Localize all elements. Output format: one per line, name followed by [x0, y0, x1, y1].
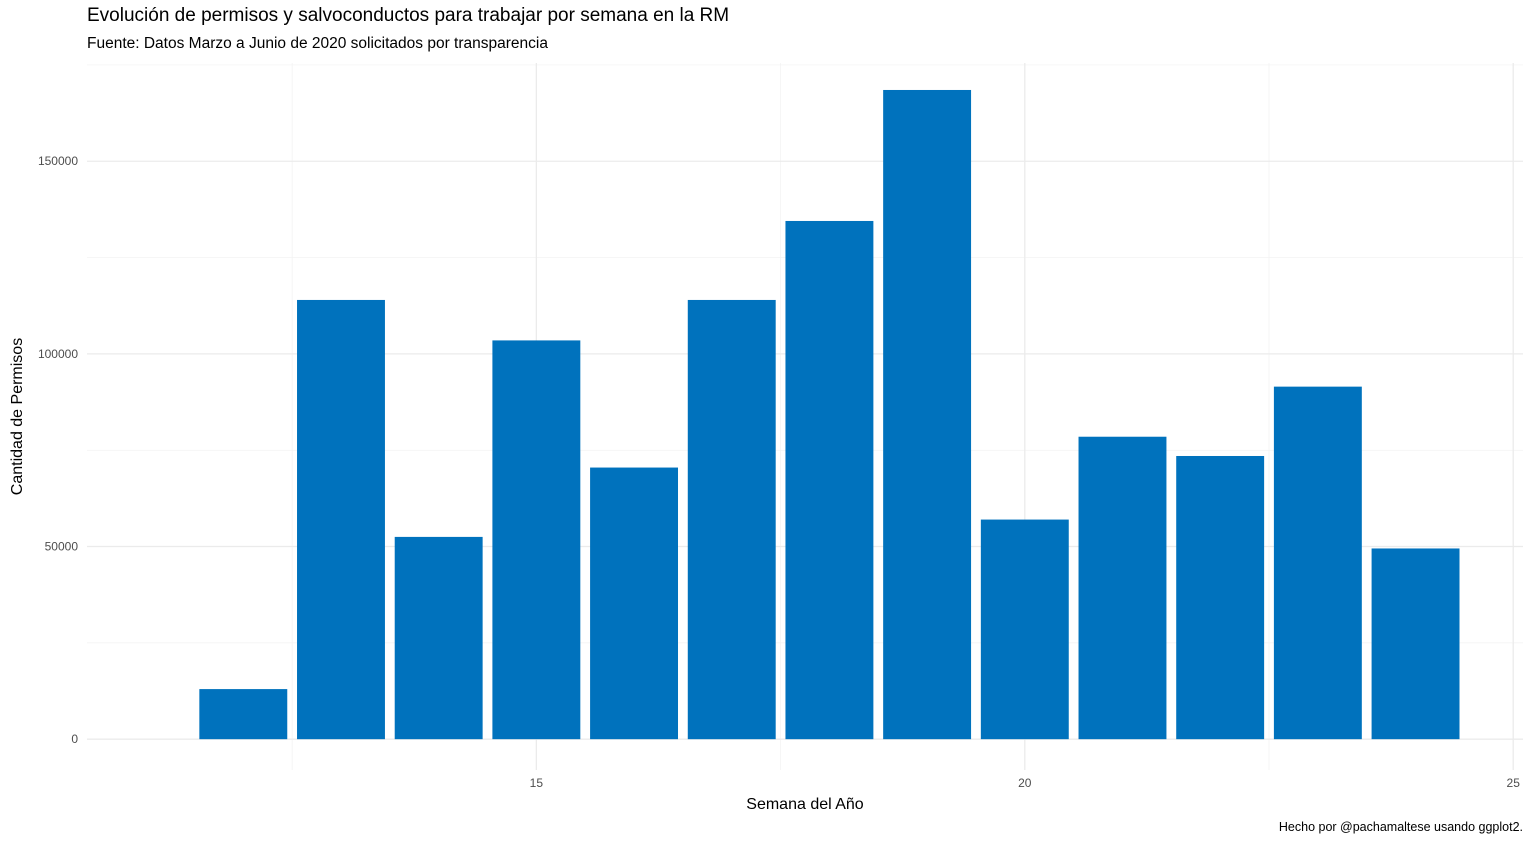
bar-week-18 [785, 220, 874, 740]
y-tick-label: 50000 [45, 540, 79, 554]
y-tick-label: 0 [71, 732, 78, 746]
x-axis-title: Semana del Año [746, 796, 864, 813]
x-tick-label: 20 [1018, 776, 1032, 790]
x-tick-label: 15 [530, 776, 544, 790]
x-tick-label: 25 [1507, 776, 1521, 790]
bar-week-22 [1176, 455, 1265, 740]
bar-week-16 [590, 467, 679, 740]
chart-caption: Hecho por @pachamaltese usando ggplot2. [1278, 820, 1523, 834]
bar-week-12 [199, 689, 288, 740]
y-tick-label: 150000 [38, 154, 78, 168]
chart-title: Evolución de permisos y salvoconductos p… [87, 5, 730, 26]
bar-week-19 [883, 89, 972, 740]
bar-week-14 [394, 536, 483, 740]
bar-week-23 [1273, 386, 1362, 740]
bar-week-20 [980, 519, 1069, 740]
bar-week-13 [297, 299, 385, 740]
bar-week-17 [687, 299, 776, 740]
bar-week-21 [1078, 436, 1167, 740]
bar-week-24 [1371, 548, 1460, 740]
chart-subtitle: Fuente: Datos Marzo a Junio de 2020 soli… [87, 35, 548, 52]
y-axis-title: Cantidad de Permisos [9, 338, 26, 495]
bar-week-15 [492, 340, 581, 740]
y-tick-label: 100000 [38, 347, 78, 361]
